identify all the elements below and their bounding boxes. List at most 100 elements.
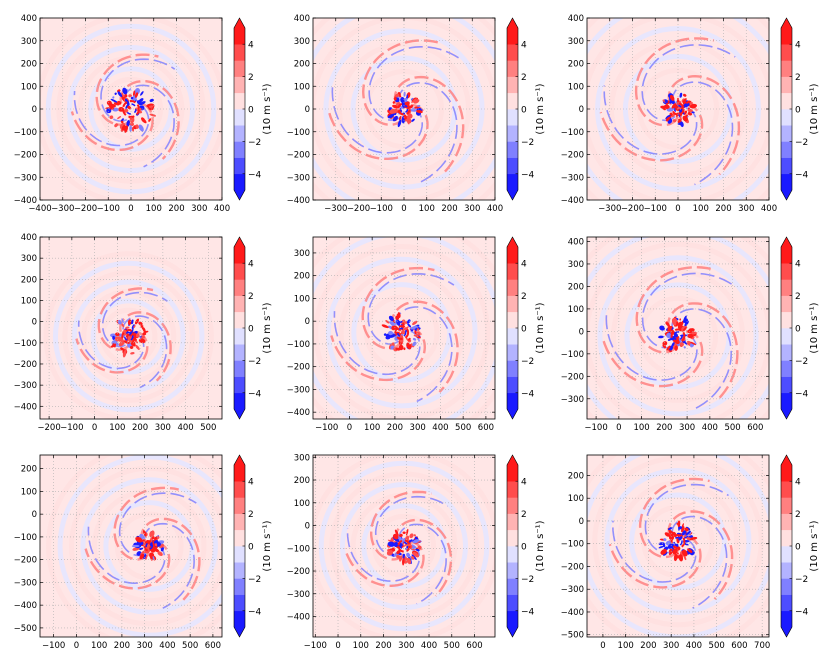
y-tick-label: 300 — [294, 249, 310, 259]
colorbar-label: (10 m s⁻¹) — [535, 302, 546, 353]
convective-cell — [400, 106, 404, 109]
colorbar-outline — [233, 454, 246, 638]
colorbar-extend-max — [781, 18, 792, 28]
rainband-spiral — [671, 515, 728, 609]
convective-cell — [410, 325, 418, 330]
convective-cell — [404, 118, 409, 122]
colorbar-tick-label: −2 — [248, 575, 261, 585]
convective-cell — [412, 539, 420, 544]
convective-cell — [690, 332, 698, 335]
convective-cell — [679, 322, 682, 325]
colorbar-segment — [234, 465, 245, 482]
y-tick-label: 100 — [21, 82, 37, 92]
rainband-spiral — [77, 320, 145, 370]
x-tick-label: 400 — [159, 641, 175, 651]
convective-cell — [120, 347, 124, 351]
colorbar-segment — [507, 76, 518, 94]
colorbar-segment — [781, 594, 792, 612]
convective-cell — [665, 116, 671, 122]
rainband-spiral — [84, 541, 171, 590]
convective-cell — [115, 332, 120, 337]
convective-cell — [407, 323, 412, 328]
colorbar-segment — [234, 125, 245, 142]
x-tick-label: 400 — [702, 423, 718, 433]
colorbar-segment — [781, 28, 792, 45]
y-tick-label: 0 — [32, 105, 37, 115]
x-tick-label: 500 — [200, 423, 216, 433]
x-tick-label: 400 — [421, 641, 437, 651]
y-tick-label: −300 — [14, 381, 37, 391]
convective-cell — [659, 325, 665, 331]
colorbar-tick-label: 4 — [521, 478, 527, 488]
rainband-spiral — [667, 74, 741, 176]
x-tick-label: 300 — [738, 204, 754, 214]
colorbar-segment — [234, 109, 245, 126]
convective-cell — [683, 110, 687, 115]
convective-cell — [112, 107, 119, 112]
colorbar-tick-label: 0 — [795, 543, 801, 553]
rainband-spiral — [330, 327, 427, 382]
field-layer — [313, 237, 495, 419]
rainband-spiral — [394, 518, 453, 597]
convective-cell — [406, 528, 409, 536]
convective-cell — [679, 92, 683, 98]
colorbar-segment — [234, 279, 245, 296]
convective-cell — [147, 543, 151, 547]
y-tick-label: −300 — [287, 590, 310, 600]
rainband-spiral — [599, 103, 704, 162]
convective-cell — [135, 536, 143, 543]
colorbar-tick-label: 2 — [521, 73, 527, 83]
colorbar-segment — [781, 465, 792, 482]
y-tick-label: 100 — [21, 296, 37, 306]
convective-cell — [658, 542, 664, 546]
convective-cell — [399, 555, 403, 562]
convective-cell — [141, 550, 145, 555]
x-tick-label: 100 — [364, 423, 380, 433]
colorbar-segment — [781, 562, 792, 579]
colorbar-outline — [780, 17, 793, 201]
rainband-spiral — [70, 102, 154, 152]
convective-cell — [406, 552, 411, 558]
x-tick-label: 300 — [663, 641, 679, 651]
wave-band — [597, 255, 759, 417]
convective-cell — [394, 529, 399, 535]
convective-cell — [682, 98, 687, 104]
colorbar-tick-label: −2 — [521, 575, 534, 585]
y-tick-label: 400 — [21, 233, 37, 243]
x-tick-label: 600 — [478, 423, 494, 433]
colorbar-segment — [234, 295, 245, 313]
x-tick-label: 300 — [410, 423, 426, 433]
eyewall-ring — [670, 328, 686, 344]
convective-cell — [669, 94, 675, 101]
wave-band — [329, 471, 479, 621]
colorbar-extend-min — [234, 190, 245, 200]
colorbar-tick-label: −2 — [248, 138, 261, 148]
y-tick-label: −300 — [561, 173, 584, 183]
y-tick-label: 300 — [294, 37, 310, 47]
rainband-spiral — [667, 510, 734, 600]
y-tick-label: 300 — [568, 260, 584, 270]
colorbar-segment — [781, 173, 792, 191]
convective-cell — [117, 91, 123, 97]
convective-cell — [686, 100, 690, 104]
y-tick-label: 400 — [294, 14, 310, 24]
convective-cell — [667, 338, 672, 341]
y-tick-label: −200 — [287, 151, 310, 161]
colorbar-tick-label: 4 — [248, 478, 254, 488]
convective-cell — [149, 98, 154, 103]
panel-1: −300 −200 −100 0 100 200 300 400−400−300−200−10… — [287, 14, 546, 214]
colorbar-extend-min — [781, 627, 792, 637]
eyewall-ring — [673, 536, 683, 547]
convective-cell — [136, 100, 141, 105]
colorbar-tick-label: 2 — [795, 292, 801, 302]
y-tick-label: 400 — [21, 14, 37, 24]
x-tick-label: −300 — [598, 204, 621, 214]
convective-cell — [392, 533, 399, 540]
colorbar: −4 −2 0 2 4 (10 m s⁻¹) — [506, 17, 546, 201]
colorbar: −4 −2 0 2 4 (10 m s⁻¹) — [780, 236, 820, 420]
y-tick-label: −400 — [14, 601, 37, 611]
y-tick-label: −300 — [287, 385, 310, 395]
rainband-spiral — [641, 272, 734, 349]
y-tick-label: −400 — [561, 196, 584, 206]
wave-band — [318, 460, 490, 632]
